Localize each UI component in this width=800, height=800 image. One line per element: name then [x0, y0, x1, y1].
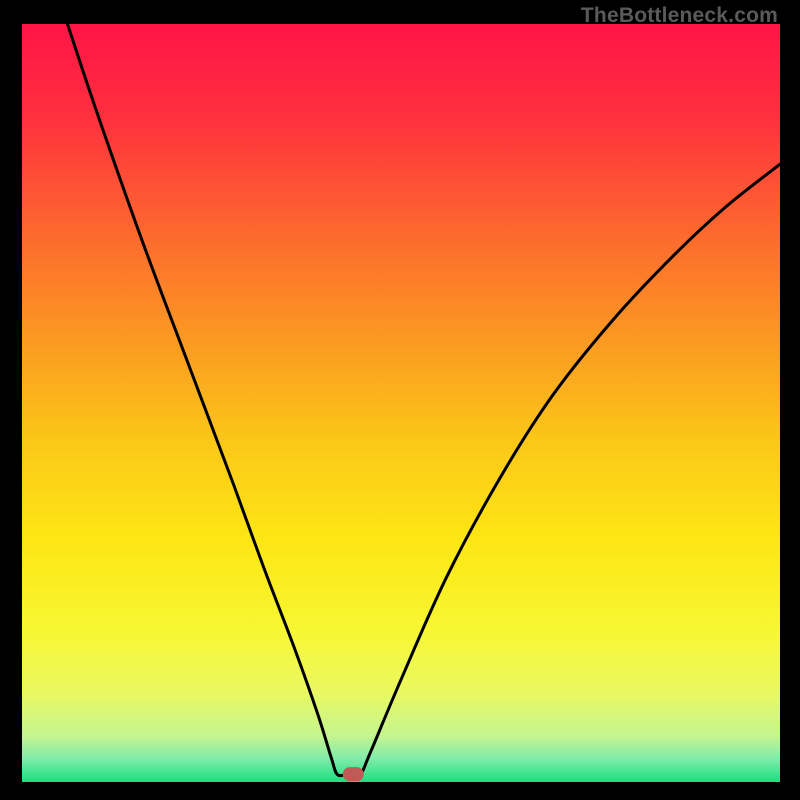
watermark-text: TheBottleneck.com: [581, 4, 778, 28]
optimal-marker: [343, 768, 363, 782]
plot-area: [22, 24, 780, 782]
bottleneck-curve: [67, 24, 780, 776]
curve-svg: [22, 24, 780, 782]
chart-frame: TheBottleneck.com: [0, 0, 800, 800]
